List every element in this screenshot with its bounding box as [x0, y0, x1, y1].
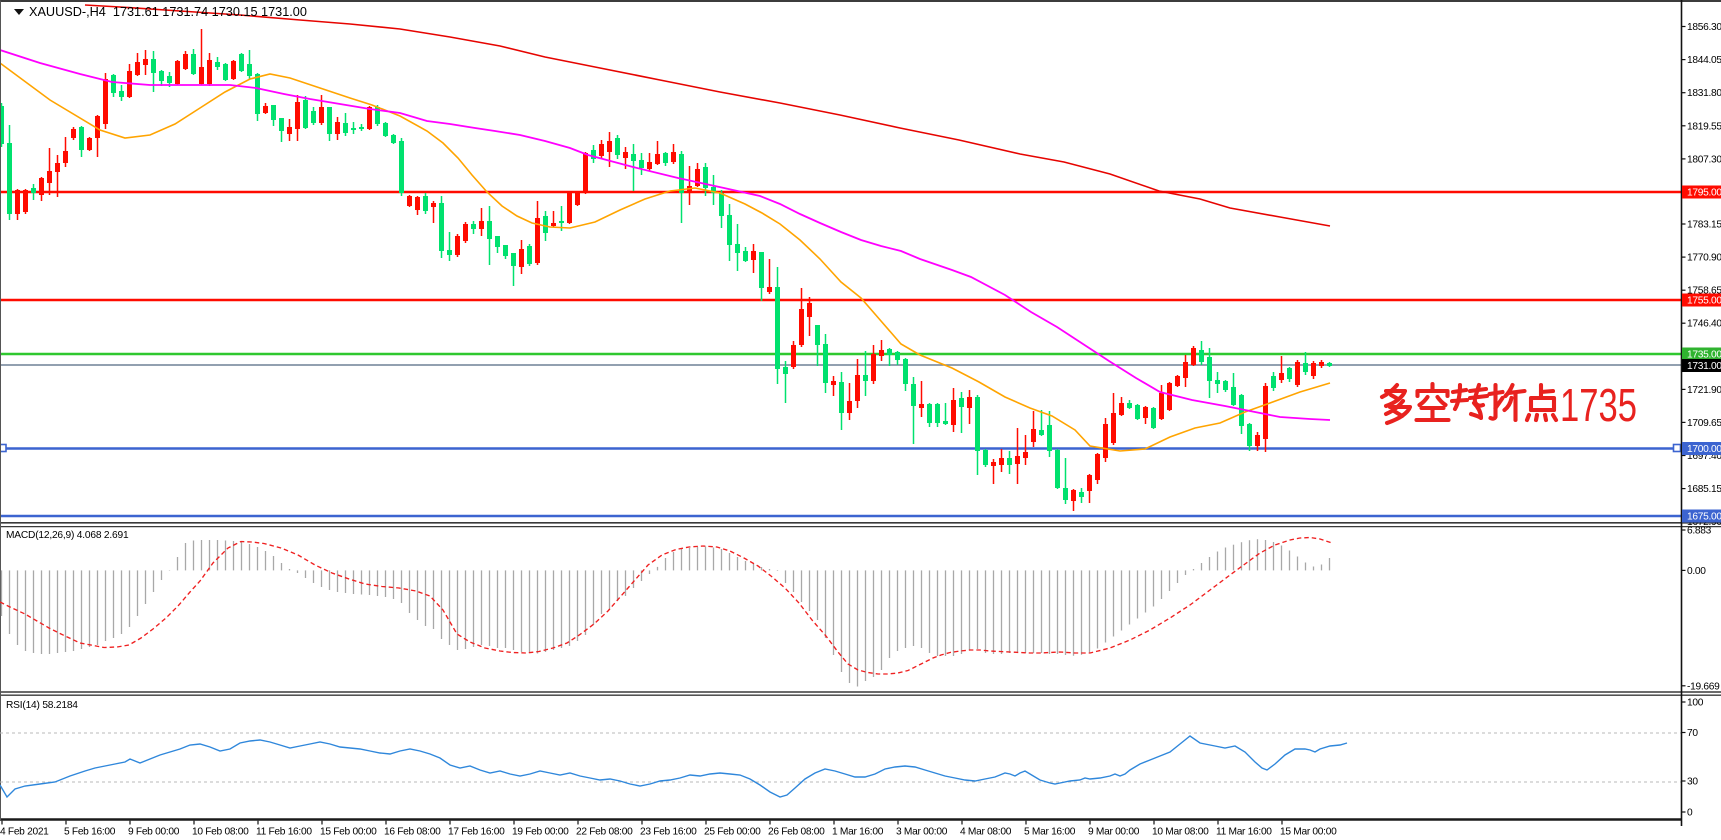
svg-text:1844.05: 1844.05	[1687, 55, 1721, 66]
svg-text:23 Feb 16:00: 23 Feb 16:00	[640, 827, 697, 838]
svg-text:1697.40: 1697.40	[1687, 451, 1721, 462]
svg-text:1819.55: 1819.55	[1687, 121, 1721, 132]
svg-text:1700.00: 1700.00	[1687, 444, 1721, 455]
svg-text:15 Feb 00:00: 15 Feb 00:00	[320, 827, 377, 838]
svg-text:30: 30	[1687, 777, 1698, 788]
svg-text:MACD(12,26,9) 4.068 2.691: MACD(12,26,9) 4.068 2.691	[6, 530, 129, 541]
svg-text:1685.15: 1685.15	[1687, 484, 1721, 495]
svg-text:1746.40: 1746.40	[1687, 319, 1721, 330]
svg-text:16 Feb 08:00: 16 Feb 08:00	[384, 827, 441, 838]
svg-text:70: 70	[1687, 728, 1698, 739]
svg-text:9 Mar 00:00: 9 Mar 00:00	[1088, 827, 1140, 838]
svg-text:1807.30: 1807.30	[1687, 154, 1721, 165]
svg-text:6.883: 6.883	[1687, 526, 1712, 537]
svg-text:0: 0	[1687, 808, 1693, 819]
svg-text:-19.669: -19.669	[1687, 681, 1720, 692]
svg-text:0.00: 0.00	[1687, 566, 1706, 577]
svg-text:1783.15: 1783.15	[1687, 220, 1721, 231]
svg-text:19 Feb 00:00: 19 Feb 00:00	[512, 827, 569, 838]
svg-text:25 Feb 00:00: 25 Feb 00:00	[704, 827, 761, 838]
svg-text:11 Feb 16:00: 11 Feb 16:00	[256, 827, 312, 838]
svg-text:1735: 1735	[1560, 379, 1637, 431]
svg-text:1735.00: 1735.00	[1687, 350, 1721, 361]
svg-text:9 Feb 00:00: 9 Feb 00:00	[128, 827, 180, 838]
svg-text:10 Feb 08:00: 10 Feb 08:00	[192, 827, 249, 838]
svg-text:1721.90: 1721.90	[1687, 385, 1721, 396]
svg-text:10 Mar 08:00: 10 Mar 08:00	[1152, 827, 1209, 838]
svg-text:1831.80: 1831.80	[1687, 88, 1721, 99]
svg-text:5 Mar 16:00: 5 Mar 16:00	[1024, 827, 1076, 838]
svg-text:5 Feb 16:00: 5 Feb 16:00	[64, 827, 116, 838]
svg-text:1755.00: 1755.00	[1687, 296, 1721, 307]
svg-text:1675.00: 1675.00	[1687, 512, 1721, 523]
svg-text:1731.00: 1731.00	[1687, 361, 1721, 372]
svg-text:1758.65: 1758.65	[1687, 286, 1721, 297]
svg-text:100: 100	[1687, 698, 1704, 709]
svg-text:XAUUSD-,H4 1731.61 1731.74 17: XAUUSD-,H4 1731.61 1731.74 1730.15 1731.…	[29, 5, 307, 19]
svg-text:15 Mar 00:00: 15 Mar 00:00	[1280, 827, 1337, 838]
svg-text:17 Feb 16:00: 17 Feb 16:00	[448, 827, 505, 838]
svg-text:RSI(14) 58.2184: RSI(14) 58.2184	[6, 700, 78, 711]
svg-text:1856.30: 1856.30	[1687, 22, 1721, 33]
svg-text:26 Feb 08:00: 26 Feb 08:00	[768, 827, 825, 838]
svg-text:4 Mar 08:00: 4 Mar 08:00	[960, 827, 1012, 838]
svg-text:1672.90: 1672.90	[1687, 517, 1721, 528]
svg-text:3 Mar 00:00: 3 Mar 00:00	[896, 827, 948, 838]
svg-text:11 Mar 16:00: 11 Mar 16:00	[1216, 827, 1272, 838]
svg-text:1795.00: 1795.00	[1687, 188, 1721, 199]
svg-text:4 Feb 2021: 4 Feb 2021	[0, 827, 49, 838]
svg-text:1 Mar 16:00: 1 Mar 16:00	[832, 827, 884, 838]
svg-text:22 Feb 08:00: 22 Feb 08:00	[576, 827, 633, 838]
svg-text:1709.65: 1709.65	[1687, 418, 1721, 429]
svg-text:1770.90: 1770.90	[1687, 253, 1721, 264]
